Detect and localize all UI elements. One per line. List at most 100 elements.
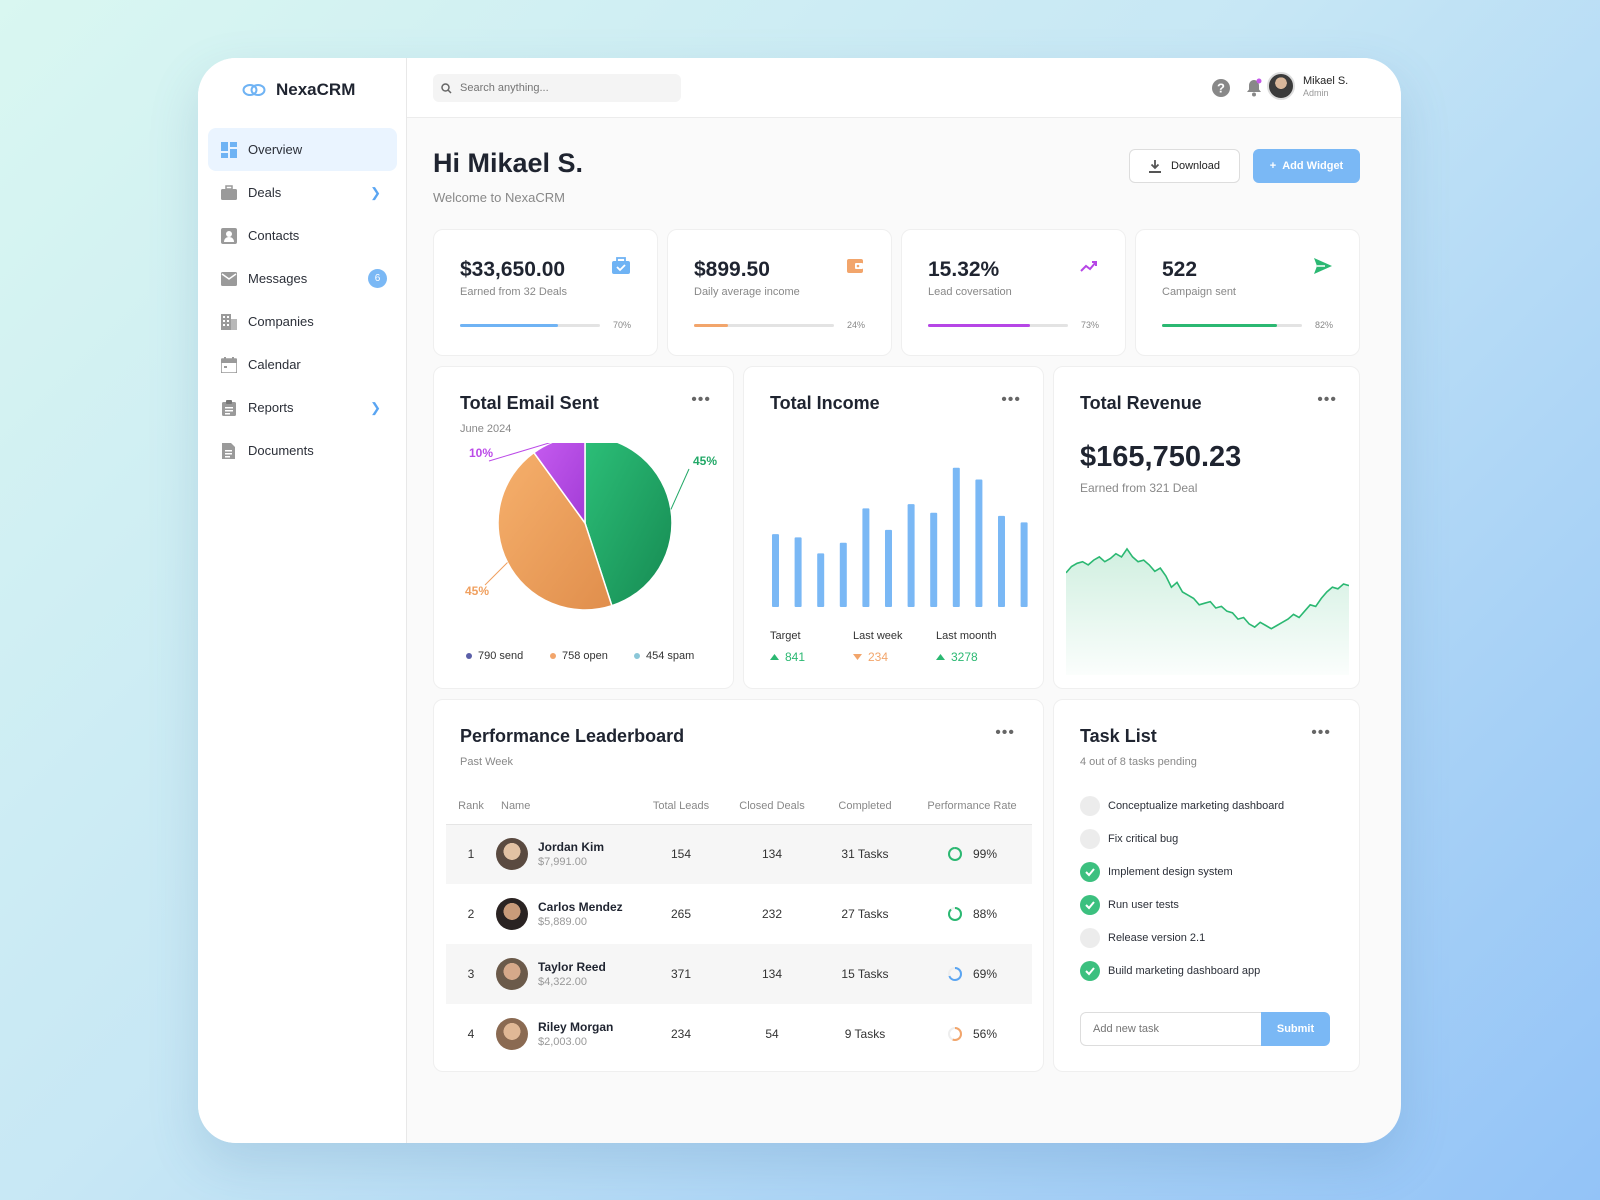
progress-track — [460, 324, 600, 327]
income-chart-card: Total Income ••• Target 841 Last week 23… — [743, 366, 1044, 689]
card-title: Total Income — [770, 393, 880, 413]
stat-card-campaign: 522 Campaign sent 82% — [1135, 229, 1360, 356]
progress-track — [928, 324, 1068, 327]
income-bar[interactable] — [817, 553, 825, 607]
more-icon[interactable]: ••• — [691, 391, 711, 408]
triangle-up-icon — [770, 654, 779, 660]
rate-ring-arc — [947, 967, 962, 981]
sidebar-item-documents[interactable]: Documents — [208, 429, 397, 472]
legend-label: 790 send — [478, 650, 524, 662]
task-checkbox[interactable] — [1080, 961, 1100, 981]
task-item[interactable]: Release version 2.1 — [1080, 928, 1205, 948]
more-icon[interactable]: ••• — [1001, 391, 1021, 408]
sidebar-item-messages[interactable]: Messages 6 — [208, 257, 397, 300]
bell-icon[interactable] — [1244, 78, 1264, 98]
triangle-up-icon — [936, 654, 945, 660]
table-row[interactable]: 4 Riley Morgan $2,003.00 234 54 9 Tasks 5… — [446, 1004, 1032, 1064]
task-checkbox[interactable] — [1080, 895, 1100, 915]
income-summary-value: 234 — [853, 650, 888, 664]
submit-button[interactable]: Submit — [1261, 1012, 1330, 1046]
table-row[interactable]: 3 Taylor Reed $4,322.00 371 134 15 Tasks … — [446, 944, 1032, 1004]
rank-cell: 1 — [446, 824, 496, 884]
rank-cell: 2 — [467, 907, 475, 921]
column-header[interactable]: Rank — [446, 788, 496, 825]
column-header[interactable]: Total Leads — [636, 788, 726, 825]
income-bar[interactable] — [998, 515, 1005, 607]
rate-ring-icon — [947, 1027, 962, 1041]
income-bar[interactable] — [862, 508, 870, 607]
rate-cell: 56% — [912, 1004, 1032, 1064]
column-header[interactable]: Completed — [818, 788, 912, 825]
income-bar[interactable] — [930, 512, 938, 607]
more-icon[interactable]: ••• — [1311, 724, 1331, 741]
sidebar-item-label: Companies — [248, 314, 314, 329]
income-bar[interactable] — [885, 529, 892, 607]
column-header[interactable]: Name — [496, 788, 636, 825]
avatar — [496, 1018, 528, 1050]
check-icon — [1085, 868, 1095, 877]
name-cell: Riley Morgan $2,003.00 — [496, 1004, 636, 1064]
email-chart-card: Total Email Sent June 2024 ••• 45% 45% 10%… — [433, 366, 734, 689]
legend-dot — [550, 653, 556, 659]
rate-value: 99% — [972, 847, 998, 862]
task-item[interactable]: Run user tests — [1080, 895, 1179, 915]
task-item[interactable]: Implement design system — [1080, 862, 1233, 882]
logo[interactable]: NexaCRM — [242, 80, 355, 100]
income-bar[interactable] — [952, 467, 960, 607]
sidebar-item-deals[interactable]: Deals ❯ — [208, 171, 397, 214]
income-bar[interactable] — [794, 537, 802, 607]
chevron-right-icon[interactable]: ❯ — [370, 185, 381, 200]
search-box[interactable] — [433, 74, 681, 102]
page-subtitle: Welcome to NexaCRM — [433, 190, 565, 205]
pie-slice[interactable] — [497, 451, 613, 611]
area-line[interactable] — [1066, 547, 1349, 630]
sidebar-item-calendar[interactable]: Calendar — [208, 343, 397, 386]
task-checkbox[interactable] — [1080, 829, 1100, 849]
income-bar[interactable] — [975, 479, 983, 608]
task-item[interactable]: Fix critical bug — [1080, 829, 1178, 849]
user-menu[interactable]: Mikael S. Admin — [1267, 72, 1348, 100]
task-label: Fix critical bug — [1108, 833, 1179, 845]
leaderboard-table: Rank Name Total Leads Closed Deals Compl… — [446, 788, 1032, 1064]
task-checkbox[interactable] — [1080, 796, 1100, 816]
new-task-input[interactable] — [1080, 1012, 1262, 1046]
name-cell: Taylor Reed $4,322.00 — [496, 944, 636, 1004]
pie-slice[interactable] — [584, 443, 673, 607]
search-input[interactable] — [460, 82, 660, 94]
more-icon[interactable]: ••• — [995, 724, 1015, 741]
legend-label: 454 spam — [646, 650, 695, 662]
column-header[interactable]: Performance Rate — [912, 788, 1032, 825]
table-row[interactable]: 1 Jordan Kim $7,991.00 154 134 31 Tasks 9… — [446, 824, 1032, 884]
task-checkbox[interactable] — [1080, 928, 1100, 948]
table-row[interactable]: 2 Carlos Mendez $5,889.00 265 232 27 Task… — [446, 884, 1032, 944]
download-button[interactable]: Download — [1129, 149, 1240, 183]
card-subtitle: 4 out of 8 tasks pending — [1080, 756, 1197, 768]
sidebar-item-label: Overview — [248, 142, 303, 157]
search-icon — [441, 82, 452, 94]
task-label: Build marketing dashboard app — [1108, 965, 1261, 977]
sidebar-item-reports[interactable]: Reports ❯ — [208, 386, 397, 429]
pie-slice[interactable] — [532, 443, 586, 526]
income-bar[interactable] — [1020, 522, 1028, 607]
rank-cell: 4 — [467, 1027, 475, 1041]
sidebar-item-contacts[interactable]: Contacts — [208, 214, 397, 257]
briefcase-icon — [220, 184, 237, 201]
add-widget-button[interactable]: + Add Widget — [1253, 149, 1360, 183]
mail-icon — [220, 270, 237, 287]
sidebar-item-overview[interactable]: Overview — [208, 128, 397, 171]
column-header[interactable]: Closed Deals — [726, 788, 818, 825]
triangle-down-icon — [853, 654, 862, 660]
help-icon[interactable]: ? — [1211, 78, 1231, 98]
income-bar[interactable] — [907, 504, 915, 607]
income-bar[interactable] — [839, 542, 847, 607]
sidebar-item-companies[interactable]: Companies — [208, 300, 397, 343]
income-bar[interactable] — [772, 534, 779, 607]
task-checkbox[interactable] — [1080, 862, 1100, 882]
task-item[interactable]: Conceptualize marketing dashboard — [1080, 796, 1284, 816]
card-subtitle: June 2024 — [460, 423, 512, 435]
more-icon[interactable]: ••• — [1317, 391, 1337, 408]
card-title: Total Revenue — [1080, 393, 1202, 413]
task-item[interactable]: Build marketing dashboard app — [1080, 961, 1260, 981]
pie-leader-line — [484, 562, 508, 586]
chevron-right-icon[interactable]: ❯ — [370, 400, 381, 415]
